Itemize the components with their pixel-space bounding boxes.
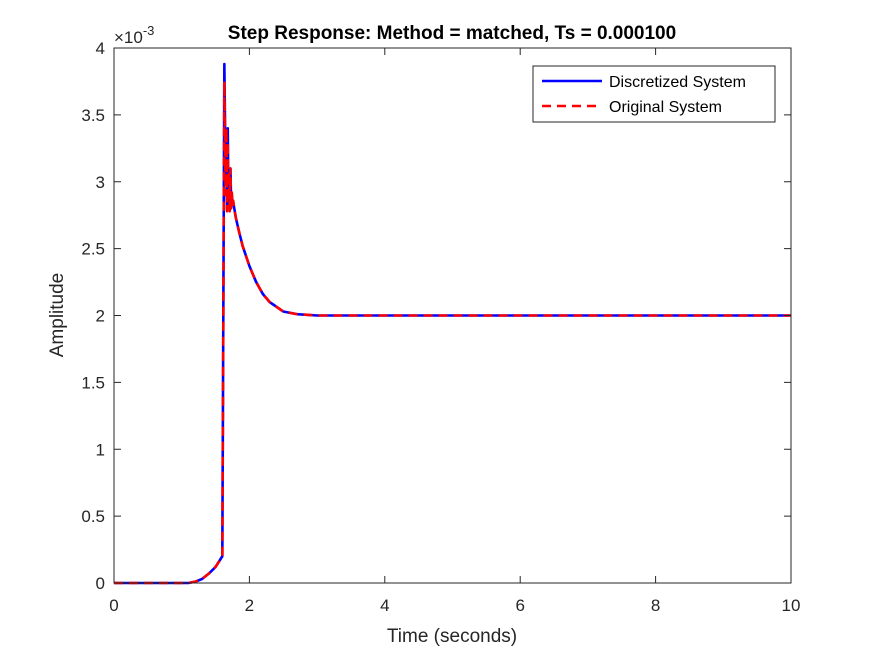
x-tick-label: 4 (380, 596, 389, 615)
x-tick-label: 6 (515, 596, 524, 615)
x-axis-label: Time (seconds) (387, 626, 517, 647)
x-tick-label: 0 (109, 596, 118, 615)
y-exponent-power: -3 (143, 23, 155, 38)
y-tick-label: 4 (96, 39, 105, 58)
legend-label-original-system: Original System (609, 99, 722, 116)
legend-box (532, 65, 776, 123)
y-axis-ticks: 0 0.5 1 1.5 2 2.5 3 3.5 4 (81, 39, 791, 593)
x-axis-ticks: 0 2 4 6 8 10 (109, 48, 800, 615)
y-tick-label: 0 (96, 574, 105, 593)
legend-label-discretized-system: Discretized System (609, 74, 746, 91)
x-tick-label: 2 (245, 596, 254, 615)
y-exponent-label: ×10-3 (114, 23, 154, 47)
y-axis-label: Amplitude (47, 273, 68, 358)
x-tick-label: 8 (651, 596, 660, 615)
series-line-original-system (114, 80, 791, 585)
series-layer (114, 62, 791, 585)
y-tick-label: 0.5 (81, 507, 105, 526)
y-tick-label: 3.5 (81, 106, 105, 125)
y-tick-label: 2.5 (81, 240, 105, 259)
chart-title: Step Response: Method = matched, Ts = 0.… (228, 23, 676, 44)
y-exponent-base: ×10 (114, 28, 143, 47)
y-tick-label: 1 (96, 440, 105, 459)
legend: Discretized System Original System (532, 65, 776, 123)
y-tick-label: 1.5 (81, 373, 105, 392)
y-tick-label: 3 (96, 173, 105, 192)
y-tick-label: 2 (96, 307, 105, 326)
x-tick-label: 10 (782, 596, 801, 615)
